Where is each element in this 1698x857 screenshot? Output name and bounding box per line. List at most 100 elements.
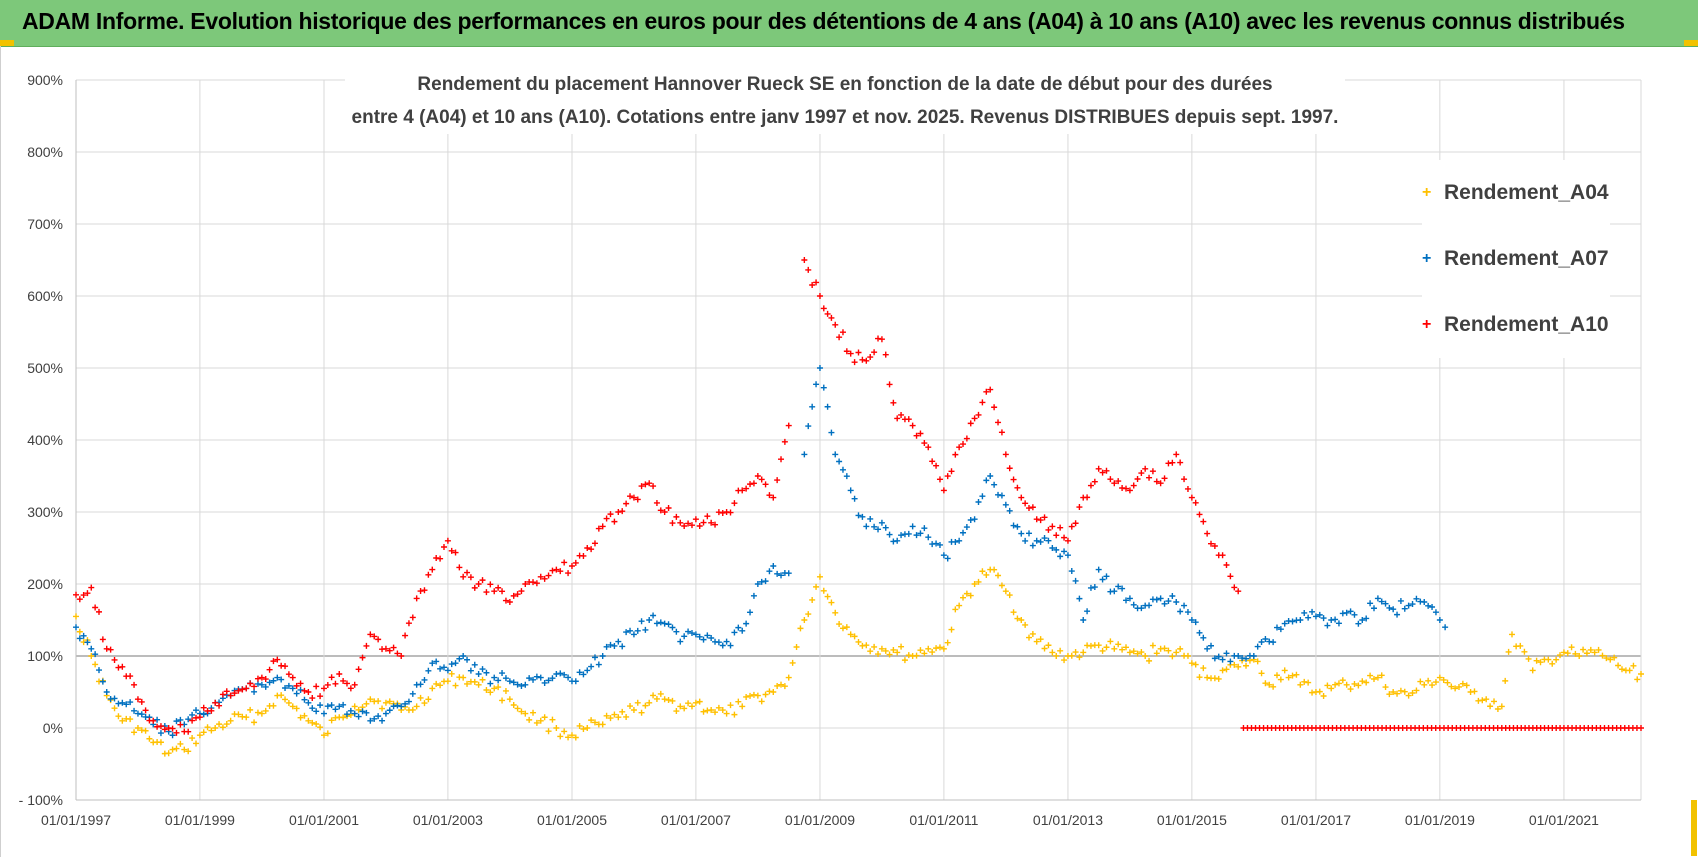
series-rendement-a07-point: [557, 670, 564, 677]
series-rendement-a04-point: [681, 705, 688, 712]
series-rendement-a10-point: [324, 681, 331, 688]
series-rendement-a04-point: [1421, 681, 1428, 688]
series-rendement-a07-point: [925, 534, 932, 541]
series-rendement-a07-point: [487, 680, 494, 687]
series-rendement-a07-point: [119, 699, 126, 706]
series-rendement-a04-point: [1146, 657, 1153, 664]
series-rendement-a04-point: [227, 717, 234, 724]
x-tick-label: 01/01/1997: [41, 812, 111, 828]
series-rendement-a04-point: [1595, 646, 1602, 653]
series-rendement-a04-point: [452, 682, 459, 689]
series-rendement-a10-point: [317, 693, 324, 700]
series-rendement-a04-point: [1394, 690, 1401, 697]
series-rendement-a04-point: [998, 582, 1005, 589]
series-rendement-a04-point: [177, 740, 184, 747]
series-rendement-a04-point: [847, 631, 854, 638]
x-tick-label: 01/01/2003: [413, 812, 483, 828]
series-rendement-a07-point: [828, 429, 835, 436]
series-rendement-a10-point: [603, 515, 610, 522]
legend-label-a10: Rendement_A10: [1444, 313, 1609, 336]
series-rendement-a04-point: [1545, 656, 1552, 663]
series-rendement-a10-point: [595, 525, 602, 532]
series-rendement-a10-point: [266, 666, 273, 673]
series-rendement-a10-point: [630, 494, 637, 501]
series-rendement-a04-point: [111, 705, 118, 712]
series-rendement-a07-point: [549, 675, 556, 682]
series-rendement-a07-point: [588, 663, 595, 670]
series-rendement-a04-point: [1231, 661, 1238, 668]
series-rendement-a10-point: [774, 477, 781, 484]
series-rendement-a07-point: [715, 639, 722, 646]
series-rendement-a07-point: [700, 636, 707, 643]
series-rendement-a07-point: [506, 678, 513, 685]
series-rendement-a10-point: [1123, 485, 1130, 492]
series-rendement-a10-point: [1231, 584, 1238, 591]
series-rendement-a07-point: [979, 493, 986, 500]
series-rendement-a07-point: [1374, 595, 1381, 602]
series-rendement-a10-point: [1026, 505, 1032, 512]
series-rendement-a10-point: [607, 511, 614, 518]
series-rendement-a07-point: [723, 638, 730, 645]
series-rendement-a04-point: [1223, 666, 1230, 673]
series-rendement-a07-point: [282, 685, 289, 692]
series-rendement-a04-point: [886, 651, 893, 658]
series-rendement-a07-point: [1215, 653, 1222, 660]
series-rendement-a07-point: [1138, 605, 1145, 612]
series-rendement-a04-point: [1099, 647, 1106, 654]
series-rendement-a04-point: [1219, 667, 1226, 674]
series-rendement-a10-point: [1126, 487, 1133, 494]
series-rendement-a04-point: [1173, 649, 1180, 656]
series-rendement-a10-point: [99, 636, 106, 643]
series-rendement-a04-point: [115, 713, 122, 720]
series-rendement-a10-point: [688, 522, 695, 529]
series-rendement-a07-point: [1436, 617, 1443, 623]
series-rendement-a07-point: [905, 530, 912, 537]
series-rendement-a04-point: [813, 583, 820, 590]
series-rendement-a10-point: [933, 462, 940, 469]
series-rendement-a10-point: [208, 707, 215, 714]
series-rendement-a04-point: [855, 638, 862, 645]
series-rendement-a10-point: [1095, 465, 1102, 472]
series-rendement-a07-point: [127, 699, 134, 706]
series-rendement-a04-point: [448, 670, 455, 677]
series-rendement-a10-point: [212, 699, 219, 706]
series-rendement-a10-point: [1181, 476, 1188, 483]
series-rendement-a07-point: [739, 627, 746, 634]
series-rendement-a07-point: [809, 403, 816, 410]
series-rendement-a10-point: [216, 702, 223, 709]
series-rendement-a04-point: [568, 732, 575, 739]
series-rendement-a07-point: [727, 642, 734, 649]
series-rendement-a04-point: [708, 707, 715, 713]
series-rendement-a10-point: [1208, 540, 1215, 547]
series-rendement-a07-point: [1442, 624, 1449, 631]
series-rendement-a07-point: [375, 713, 382, 720]
series-rendement-a10-point: [657, 507, 664, 514]
x-tick-label: 01/01/2005: [537, 812, 607, 828]
series-rendement-a07-point: [464, 656, 471, 663]
series-rendement-a04-point: [661, 696, 668, 703]
series-rendement-a07-point: [297, 686, 304, 693]
series-rendement-a10-point: [251, 683, 258, 690]
series-rendement-a04-point: [894, 649, 901, 656]
series-rendement-a07-point: [653, 620, 660, 627]
series-rendement-a04-point: [127, 716, 134, 723]
series-rendement-a04-point: [898, 643, 905, 650]
series-rendement-a07-point: [638, 618, 645, 625]
series-rendement-a04-point: [913, 652, 920, 659]
series-rendement-a10-point: [1153, 478, 1160, 485]
series-rendement-a10-point: [975, 411, 982, 418]
series-rendement-a10-point: [1045, 526, 1052, 533]
series-rendement-a04-point: [1505, 648, 1512, 655]
series-rendement-a04-point: [948, 626, 955, 633]
series-rendement-a07-point: [572, 678, 579, 685]
series-rendement-a07-point: [1184, 609, 1191, 616]
series-rendement-a07-point: [824, 403, 831, 410]
series-rendement-a04-point: [875, 651, 882, 658]
series-rendement-a04-point: [1494, 705, 1501, 712]
series-rendement-a10-point: [460, 573, 467, 580]
series-rendement-a07-point: [1250, 653, 1257, 659]
series-rendement-a04-point: [1041, 645, 1048, 652]
series-rendement-a07-point: [991, 481, 998, 488]
series-rendement-a10-point: [960, 441, 967, 448]
series-rendement-a07-point: [595, 661, 602, 668]
